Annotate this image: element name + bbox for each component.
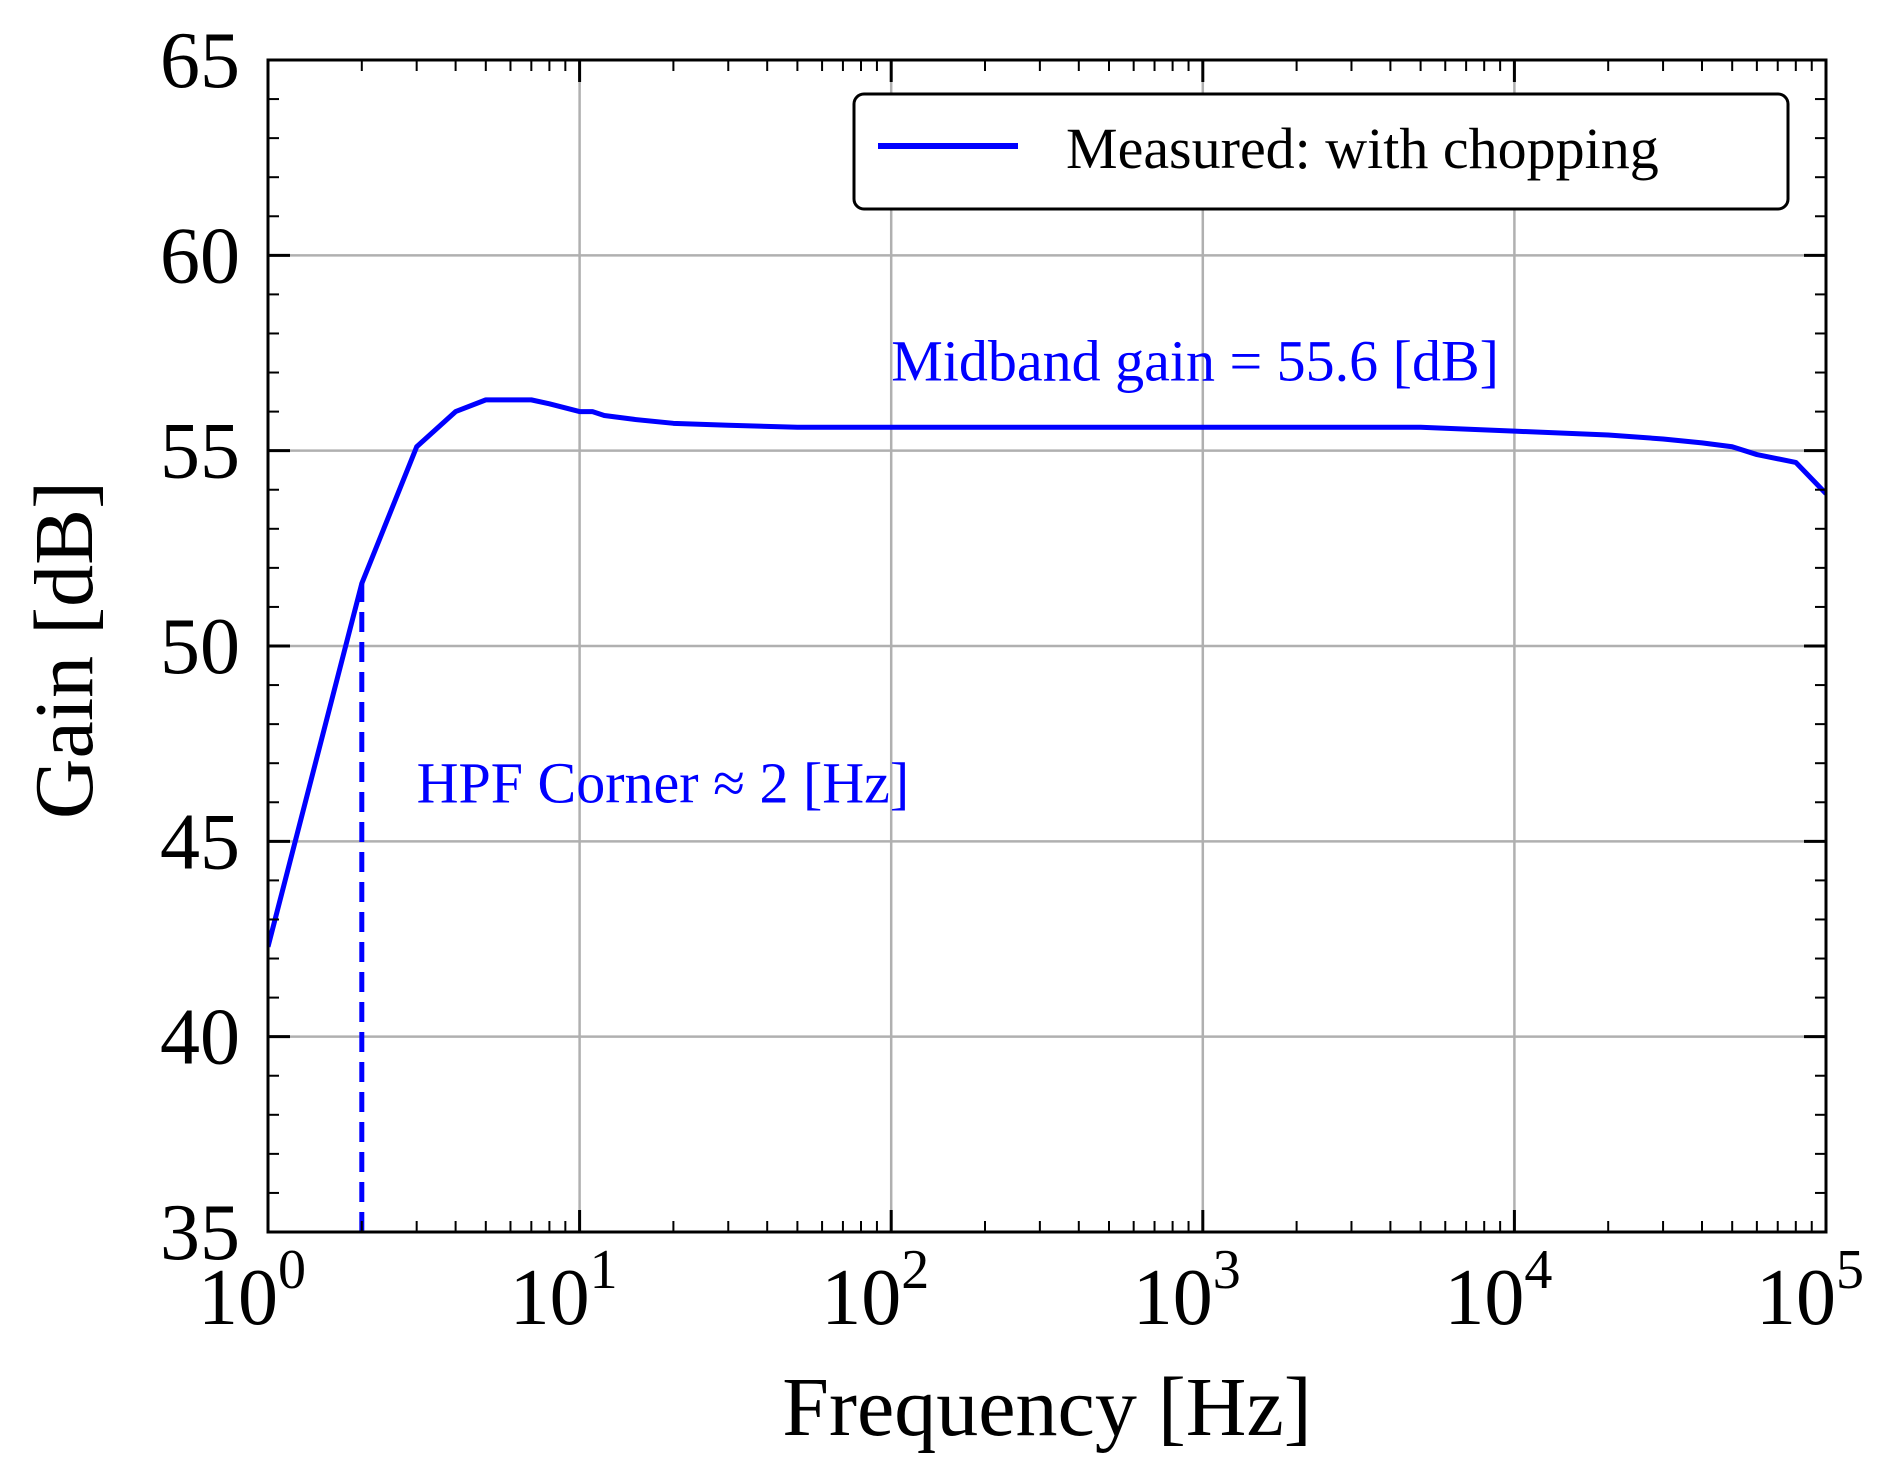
x-tick-label: 100 <box>198 1239 306 1342</box>
y-axis-label: Gain [dB] <box>18 481 111 819</box>
y-tick-label: 40 <box>160 994 240 1082</box>
y-tick-label: 45 <box>160 798 240 886</box>
x-tick-label: 104 <box>1444 1239 1552 1342</box>
x-axis-label: Frequency [Hz] <box>782 1361 1311 1454</box>
hpf-corner-annotation: HPF Corner ≈ 2 [Hz] <box>417 750 910 815</box>
legend: Measured: with chopping <box>852 92 1790 211</box>
y-tick-label: 65 <box>160 17 240 105</box>
annotations: Midband gain = 55.6 [dB] HPF Corner ≈ 2 [… <box>417 328 1499 815</box>
data-series <box>268 397 1826 948</box>
legend-label: Measured: with chopping <box>1066 116 1659 181</box>
tick-marks <box>266 58 1828 1234</box>
y-tick-label: 35 <box>160 1189 240 1277</box>
series-line-0 <box>268 397 1826 948</box>
y-tick-label: 50 <box>160 603 240 691</box>
x-tick-label: 105 <box>1756 1239 1864 1342</box>
midband-gain-annotation: Midband gain = 55.6 [dB] <box>891 328 1499 393</box>
y-tick-label: 60 <box>160 212 240 300</box>
x-tick-label: 102 <box>821 1239 929 1342</box>
legend-box <box>852 92 1790 211</box>
x-tick-label: 103 <box>1133 1239 1241 1342</box>
tick-labels: 35 40 45 50 55 60 65 100 101 102 103 104 105 <box>160 17 1864 1342</box>
y-tick-label: 55 <box>160 408 240 496</box>
x-tick-label: 101 <box>510 1239 618 1342</box>
grid-lines <box>266 58 1828 1234</box>
